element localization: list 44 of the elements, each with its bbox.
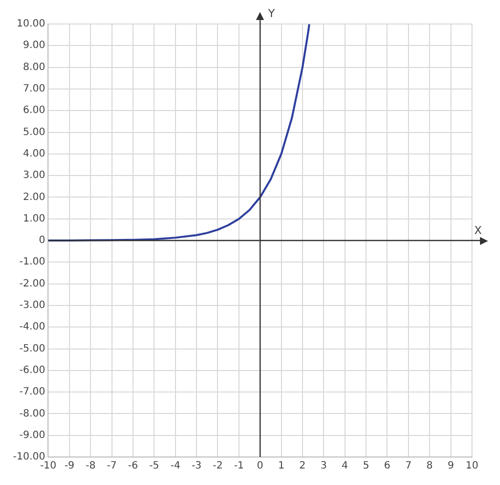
y-tick-label: 8.00	[22, 62, 46, 73]
x-tick-label: 9	[448, 460, 454, 472]
x-tick-label: -8	[86, 460, 96, 472]
y-tick-label: 10.00	[16, 18, 46, 30]
y-tick-label: -3.00	[19, 300, 46, 312]
y-tick-label: 9.00	[22, 40, 46, 52]
y-tick-label: -9.00	[19, 430, 46, 441]
y-tick-label: -8.00	[19, 408, 46, 420]
y-tick-label: 5.00	[22, 126, 46, 138]
x-tick-label: 7	[405, 460, 412, 472]
y-tick-label: -5.00	[19, 343, 46, 354]
x-tick-label: 10	[466, 460, 478, 472]
y-tick-label: -4.00	[19, 322, 46, 333]
x-tick-label: -10	[40, 460, 56, 472]
x-tick-label: 8	[426, 460, 433, 472]
x-tick-label: -2	[212, 460, 223, 472]
x-tick-label: -1	[234, 460, 244, 472]
x-tick-label: -7	[106, 460, 117, 472]
x-tick-label: 6	[384, 460, 390, 472]
y-tick-label: -1.00	[19, 256, 46, 268]
y-tick-label: -10.00	[12, 452, 46, 463]
x-tick-label: 5	[362, 460, 370, 472]
x-tick-label: -6	[128, 460, 138, 472]
x-tick-label: 4	[342, 460, 348, 472]
x-tick-label: 0	[256, 460, 264, 472]
y-tick-label: 3.00	[22, 170, 46, 182]
y-tick-label: 7.00	[22, 84, 46, 95]
y-tick-label: -2.00	[19, 278, 46, 290]
y-tick-label: -6.00	[19, 364, 46, 376]
y-tick-label: 4.00	[22, 148, 46, 160]
x-tick-label: -9	[64, 460, 74, 472]
y-tick-label: 2.00	[22, 192, 46, 203]
x-tick-label: -5	[149, 460, 160, 472]
x-axis-title: X	[474, 224, 482, 237]
x-tick-label: 2	[299, 460, 306, 472]
y-tick-label: 0	[38, 235, 46, 246]
x-tick-label: 3	[320, 460, 327, 472]
y-tick-label: 6.00	[22, 105, 46, 116]
x-tick-label: -4	[170, 460, 180, 472]
y-tick-label: -7.00	[19, 386, 46, 398]
y-axis-title: Y	[267, 6, 276, 20]
y-tick-label: 1.00	[22, 213, 46, 224]
x-tick-label: -3	[192, 460, 202, 472]
x-tick-label: 1	[278, 460, 284, 472]
